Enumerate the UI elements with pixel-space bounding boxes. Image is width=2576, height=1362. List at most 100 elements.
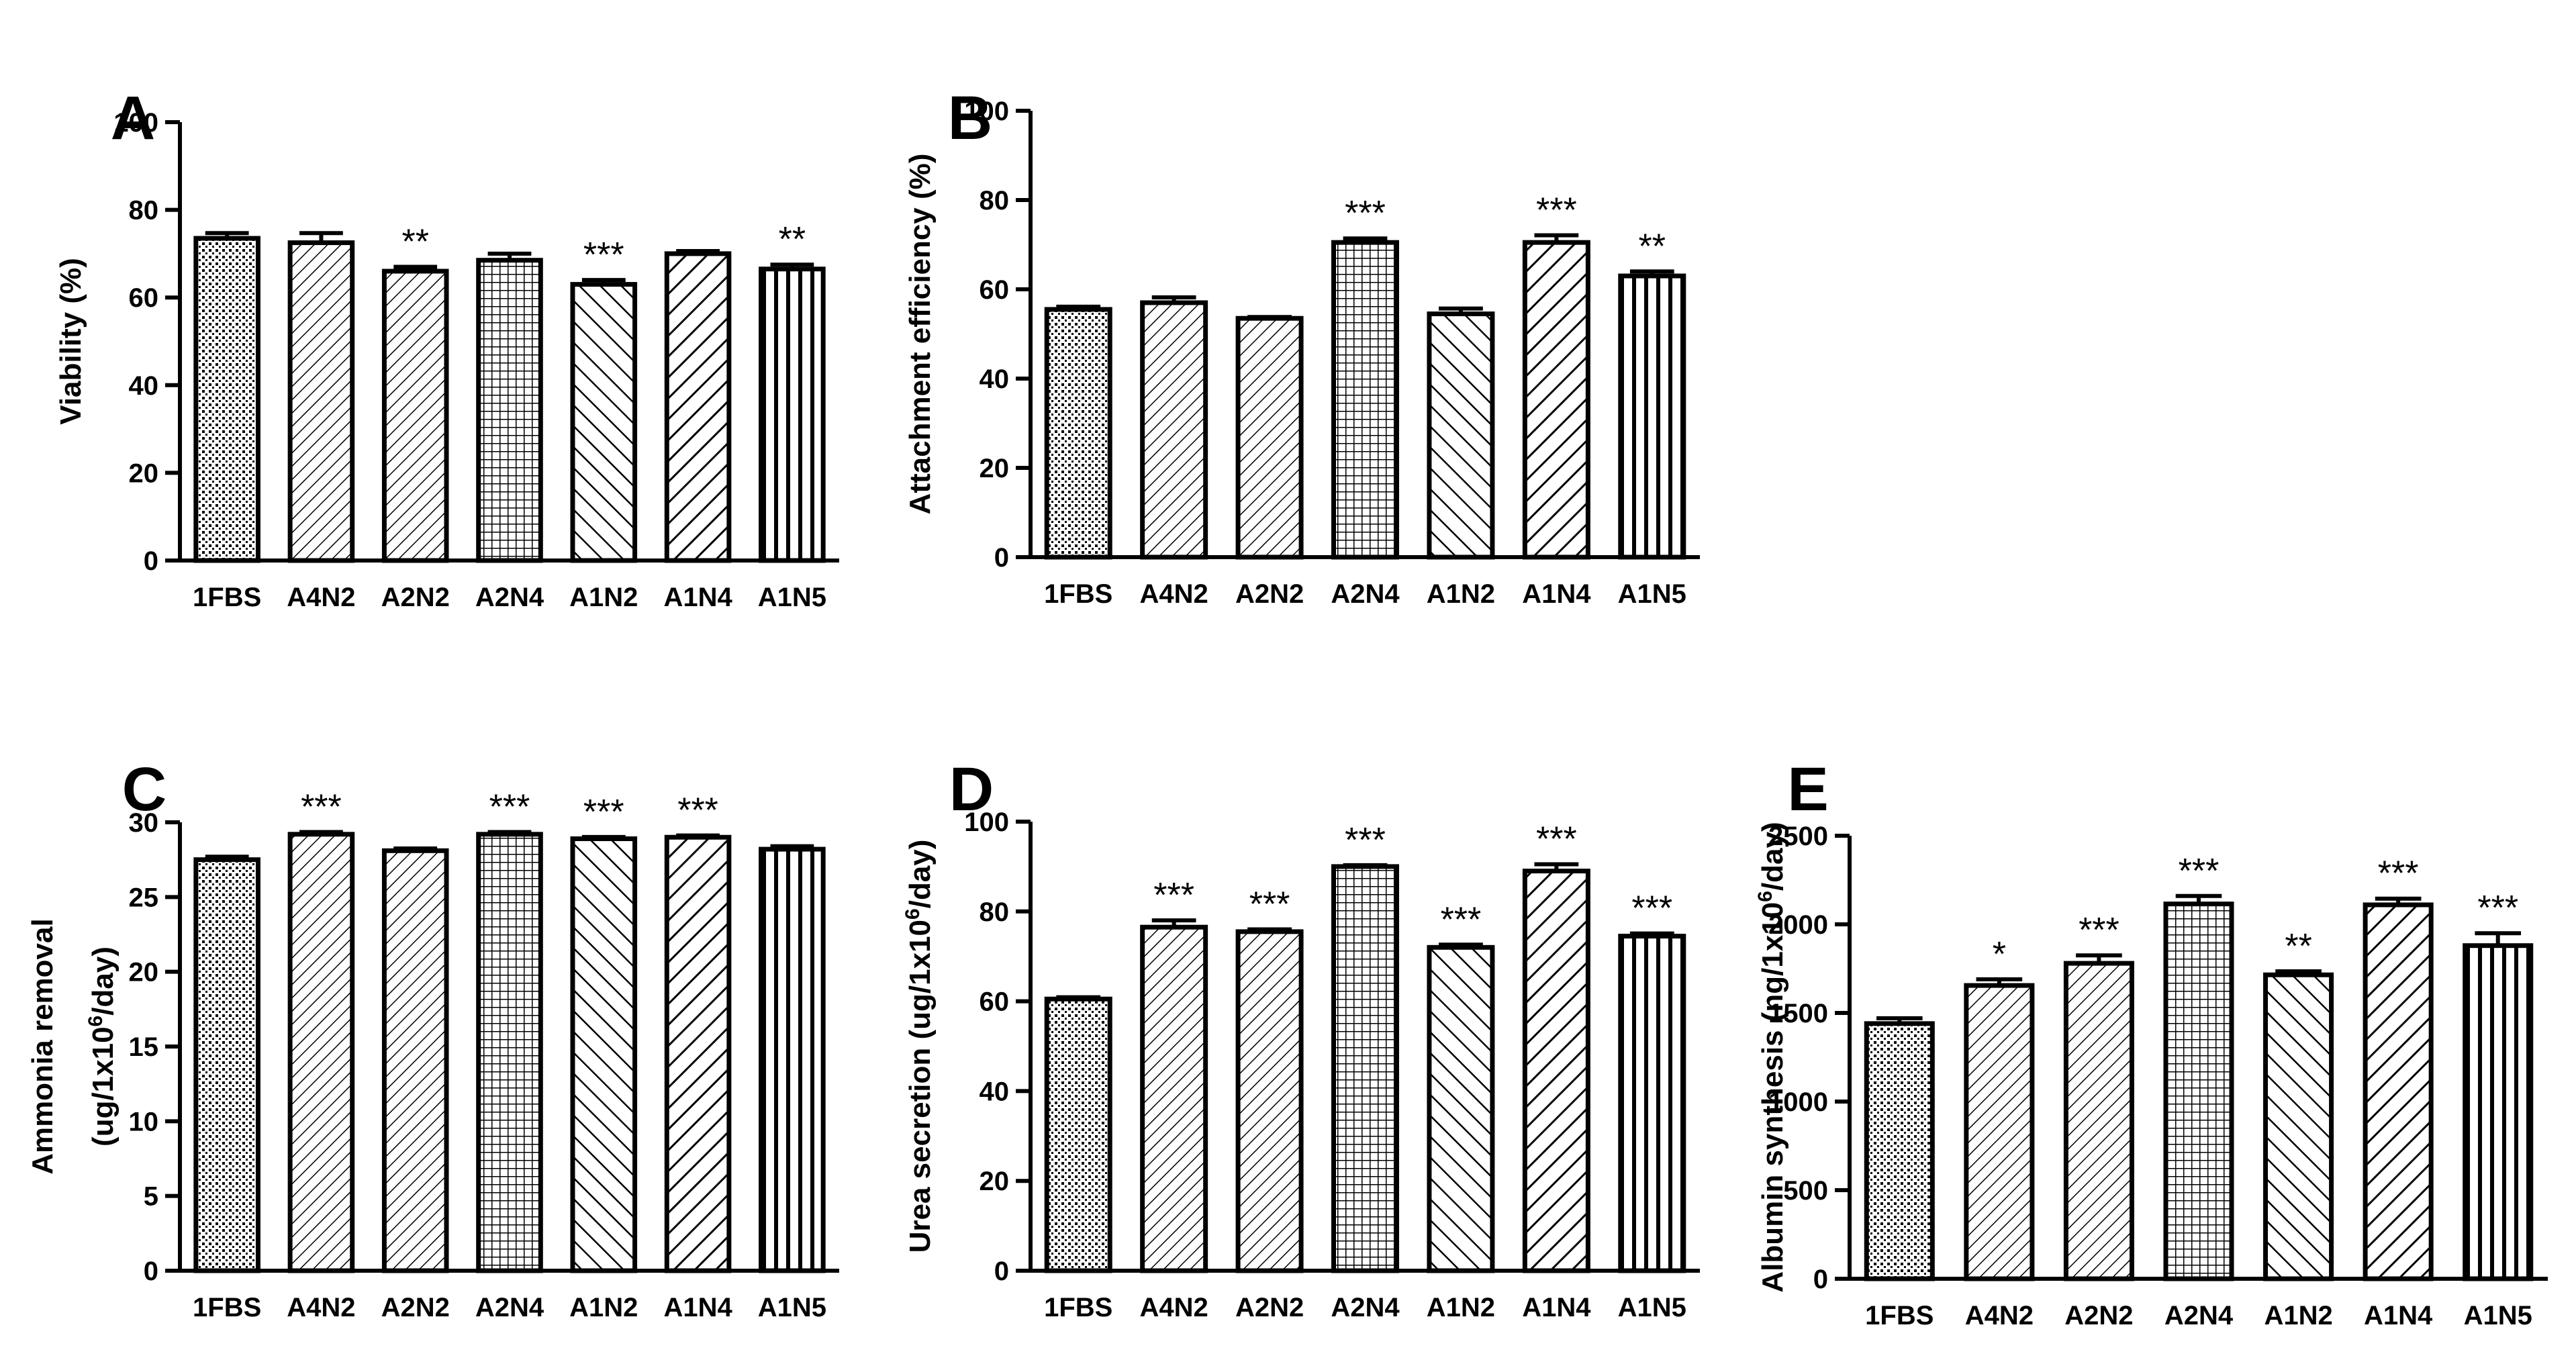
bar-1fbs — [193, 857, 260, 1273]
significance-label: ** — [401, 222, 428, 261]
x-tick-label: A1N4 — [2364, 1301, 2433, 1330]
y-tick-label: 1000 — [1768, 1087, 1828, 1117]
significance-label: *** — [1345, 194, 1386, 233]
significance-label: *** — [1536, 820, 1577, 859]
x-tick-label: A1N2 — [1427, 1293, 1495, 1322]
x-tick-label: 1FBS — [1044, 1293, 1112, 1322]
x-tick-label: A2N4 — [475, 583, 544, 612]
chart-panel-a: A 0 20 40 60 80 100 1FBS A4N2 ** A2N2 A2N4 *** A1N2 A1… — [54, 84, 839, 612]
x-tick-label: A2N2 — [381, 583, 450, 612]
y-tick-label: 40 — [980, 1077, 1010, 1106]
y-tick-label: 80 — [980, 897, 1010, 927]
y-axis-label-line2: (ug/1x106/day) — [85, 946, 120, 1147]
bar-a2n4 — [476, 832, 543, 1273]
y-tick-label: 60 — [980, 987, 1010, 1017]
y-tick-label: 0 — [994, 543, 1009, 573]
significance-label: *** — [2378, 855, 2419, 893]
x-tick-label: A1N5 — [1618, 1293, 1686, 1322]
x-tick-label: A2N2 — [1235, 1293, 1304, 1322]
bar-a1n2 — [1427, 944, 1495, 1273]
y-tick-label: 30 — [129, 808, 159, 838]
y-tick-label: 10 — [129, 1107, 159, 1136]
x-tick-label: A1N2 — [569, 583, 638, 612]
bar-a2n2 — [2063, 961, 2134, 1281]
y-tick-label: 100 — [113, 108, 158, 138]
y-tick-label: 40 — [129, 371, 159, 401]
x-tick-label: A4N2 — [287, 1293, 355, 1322]
panel-letter: A — [111, 84, 155, 152]
bar-a2n2 — [1235, 929, 1304, 1273]
bar-a1n2 — [1427, 311, 1495, 560]
x-tick-label: A1N5 — [2464, 1301, 2532, 1330]
bar-a1n4 — [2363, 902, 2434, 1281]
y-axis-label: Albumin synthesis (ng/1x106/day) — [1754, 822, 1789, 1292]
bar-a1n2 — [570, 282, 638, 563]
x-tick-label: A2N2 — [2064, 1301, 2133, 1330]
y-tick-label: 20 — [129, 458, 159, 488]
x-tick-label: A2N4 — [1331, 579, 1400, 609]
x-tick-label: A2N2 — [1235, 579, 1304, 609]
significance-label: ** — [2285, 927, 2311, 966]
y-tick-label: 60 — [980, 275, 1010, 305]
significance-label: *** — [2179, 852, 2220, 891]
significance-label: *** — [2079, 911, 2119, 950]
y-tick-label: 0 — [144, 1257, 158, 1286]
x-tick-label: 1FBS — [1865, 1301, 1934, 1330]
y-tick-label: 60 — [129, 283, 159, 313]
x-tick-label: A2N4 — [1331, 1293, 1400, 1322]
y-tick-label: 0 — [1813, 1265, 1828, 1294]
bar-a2n4 — [476, 258, 543, 563]
significance-label: *** — [583, 793, 624, 832]
x-tick-label: A4N2 — [1965, 1301, 2034, 1330]
x-tick-label: A1N5 — [1618, 579, 1686, 609]
chart-panel-d: D 0 20 40 60 80 100 1FBS *** A4N2 *** A2N2 *** A2N4 **… — [902, 755, 1700, 1322]
x-tick-label: A2N2 — [381, 1293, 450, 1322]
y-tick-label: 0 — [144, 546, 158, 576]
significance-label: *** — [1536, 191, 1577, 230]
x-tick-label: A1N4 — [663, 583, 732, 612]
x-tick-label: A4N2 — [1140, 579, 1208, 609]
significance-label: ** — [779, 220, 806, 259]
bar-a1n5 — [2463, 943, 2534, 1281]
y-tick-label: 100 — [964, 808, 1009, 837]
x-tick-label: A4N2 — [1140, 1293, 1208, 1322]
bar-a4n2 — [287, 240, 355, 563]
x-tick-label: A2N4 — [475, 1293, 544, 1322]
bar-a1n4 — [664, 251, 732, 563]
y-tick-label: 15 — [129, 1032, 159, 1062]
chart-panel-c: C 0 5 10 15 20 25 30 1FBS *** A4N2 A2N2 *** A2N4 *** A1… — [26, 755, 839, 1322]
significance-label: ** — [1639, 227, 1666, 266]
significance-label: *** — [583, 236, 624, 275]
bar-a1n5 — [1618, 934, 1686, 1273]
y-tick-label: 80 — [129, 196, 159, 226]
bar-a1n2 — [570, 836, 638, 1273]
significance-label: *** — [1631, 889, 1672, 928]
x-tick-label: A1N2 — [2264, 1301, 2332, 1330]
bar-a2n2 — [381, 269, 449, 563]
bar-1fbs — [1864, 1021, 1935, 1281]
y-tick-label: 80 — [980, 186, 1010, 215]
y-tick-label: 0 — [994, 1257, 1009, 1286]
bar-a1n5 — [1618, 273, 1686, 560]
bar-a4n2 — [1964, 983, 2035, 1281]
x-tick-label: 1FBS — [193, 1293, 261, 1322]
bar-a4n2 — [1140, 924, 1208, 1273]
panel-letter: D — [949, 755, 994, 824]
significance-label: *** — [1249, 885, 1290, 924]
y-tick-label: 5 — [144, 1182, 158, 1212]
y-tick-label: 20 — [980, 454, 1010, 483]
panel-letter: C — [122, 755, 166, 824]
y-tick-label: 2000 — [1768, 910, 1828, 940]
bar-a4n2 — [1140, 300, 1208, 560]
bar-a1n5 — [759, 846, 826, 1273]
significance-label: *** — [1153, 876, 1194, 915]
bar-a4n2 — [287, 832, 355, 1273]
significance-label: *** — [677, 791, 718, 830]
bar-1fbs — [1044, 996, 1112, 1273]
bar-a2n2 — [1235, 315, 1304, 560]
chart-panel-b: B 0 20 40 60 80 100 1FBS A4N2 A2N2 *** A2N4 A1N2 *** A… — [904, 84, 1700, 609]
bar-1fbs — [1044, 307, 1112, 560]
y-tick-label: 20 — [129, 958, 159, 987]
x-tick-label: A1N2 — [569, 1293, 638, 1322]
panel-letter: E — [1787, 755, 1828, 824]
